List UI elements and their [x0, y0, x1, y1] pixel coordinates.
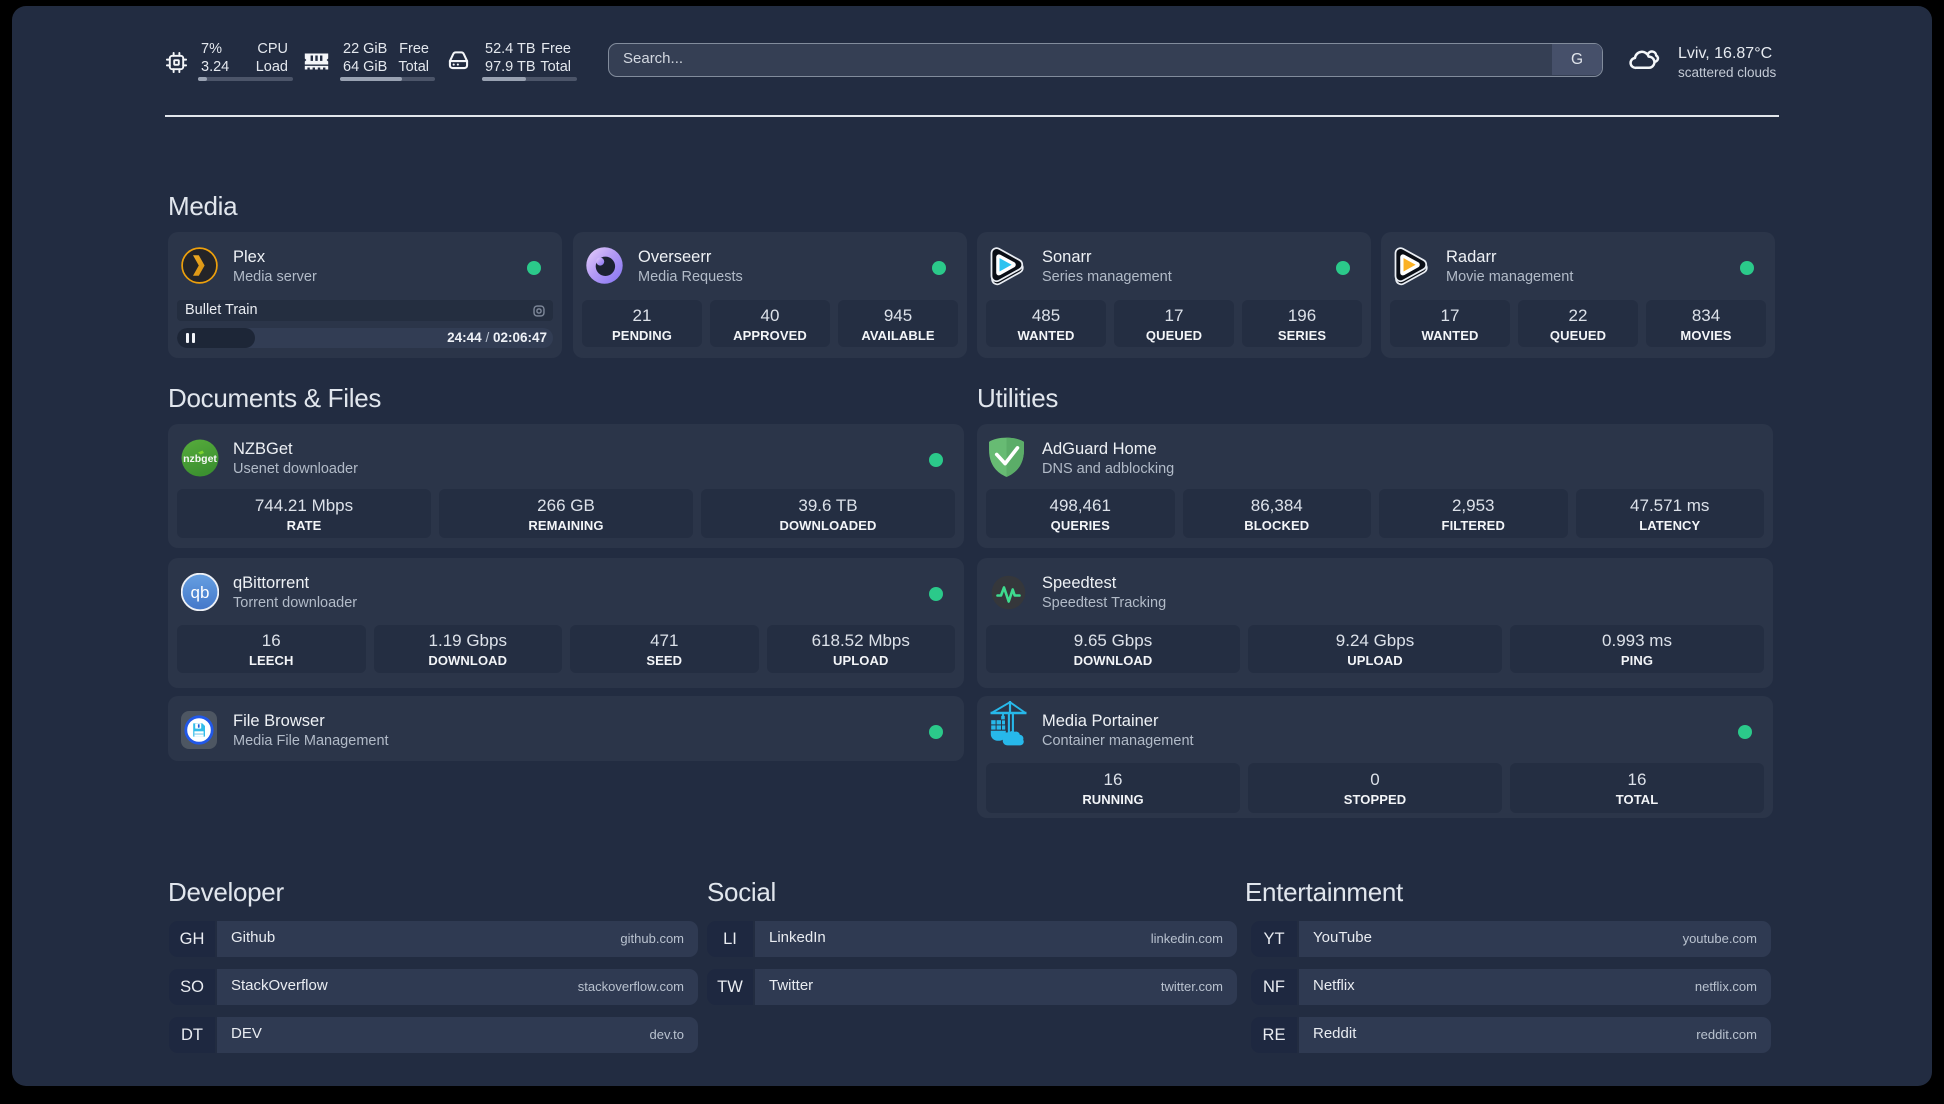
svg-text:qb: qb — [191, 583, 210, 602]
svg-text:nzbget: nzbget — [183, 453, 217, 465]
